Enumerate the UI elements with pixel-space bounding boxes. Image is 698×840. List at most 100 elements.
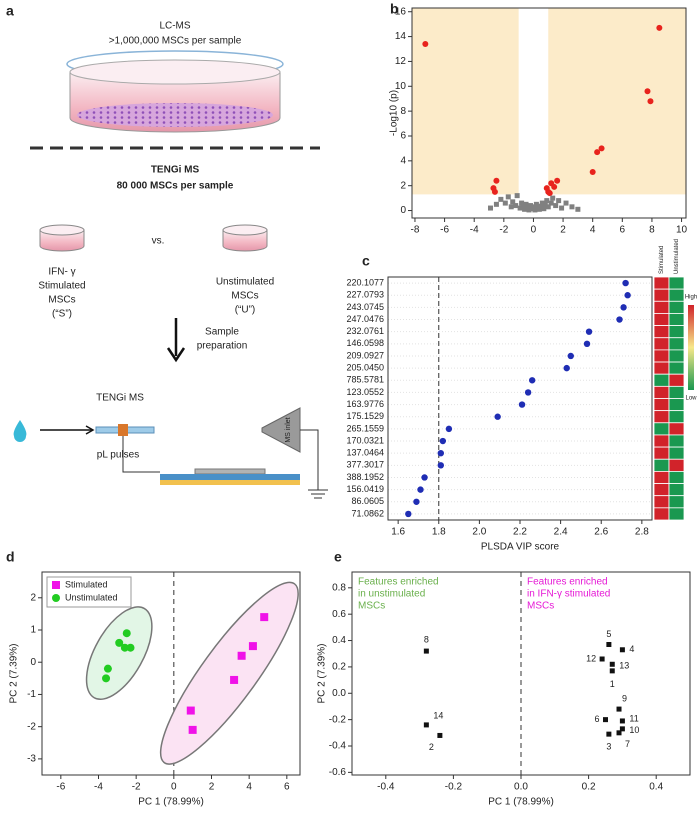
marker — [539, 200, 545, 206]
marker — [248, 642, 257, 651]
heatmap-cell — [653, 434, 670, 448]
marker — [523, 201, 529, 207]
dot — [445, 425, 453, 433]
y-tick-label: 0.8 — [332, 582, 346, 593]
step-label: Sample — [205, 327, 239, 338]
x-tick-label: 8 — [649, 225, 655, 236]
x-tick-label: 4 — [246, 782, 252, 793]
legend-swatch — [52, 594, 60, 602]
marker — [606, 731, 612, 737]
dot — [439, 437, 447, 445]
x-tick-label: 0 — [171, 782, 177, 793]
marker — [563, 200, 569, 206]
dot — [421, 474, 428, 481]
heatmap-cell — [668, 325, 685, 339]
legend-label: Stimulated — [65, 579, 108, 589]
x-tick-label: 2 — [209, 782, 215, 793]
y-tick-label: -3 — [27, 754, 36, 765]
y-tick-label: 6 — [400, 131, 406, 142]
marker — [502, 200, 508, 206]
marker — [230, 675, 239, 684]
x-tick-label: -4 — [94, 782, 103, 793]
marker — [260, 613, 269, 622]
heatmap-cell — [668, 300, 685, 314]
heatmap-cell — [653, 470, 670, 484]
heatmap-cell — [653, 361, 670, 375]
legend: Stimulated Unstimulated — [46, 576, 132, 608]
heatmap-cell — [668, 373, 685, 387]
y-tick-label: 14 — [395, 31, 407, 42]
dot — [528, 377, 536, 384]
marker — [103, 664, 112, 673]
confidence-ellipse — [85, 606, 153, 701]
colorbar-label: Low — [685, 396, 697, 402]
x-tick-label: 0.0 — [514, 782, 528, 793]
category-label: 163.9776 — [346, 399, 384, 409]
marker — [527, 203, 533, 209]
y-tick-label: 2 — [400, 180, 406, 191]
heatmap-cell — [668, 313, 685, 327]
heatmap-cell — [668, 385, 685, 399]
annotation: MSCs — [527, 601, 554, 612]
x-tick-label: -8 — [411, 225, 420, 236]
heatmap-column-label: Stimulated — [659, 246, 665, 274]
pulses-label: pL pulses — [97, 450, 139, 461]
category-label: 377.3017 — [346, 460, 384, 470]
y-tick-label: 16 — [395, 6, 407, 17]
marker — [126, 643, 135, 652]
colorbar — [688, 305, 694, 390]
marker — [619, 647, 625, 653]
x-tick-label: -0.4 — [377, 782, 395, 793]
marker — [542, 202, 548, 208]
marker — [551, 183, 558, 190]
marker — [493, 201, 499, 207]
marker — [546, 190, 553, 197]
marker — [188, 725, 197, 734]
heatmap-cell — [668, 422, 685, 436]
heatmap-cell — [653, 495, 670, 509]
category-label: 170.0321 — [346, 435, 384, 445]
heatmap-cell — [668, 349, 685, 363]
marker — [526, 207, 532, 213]
marker — [553, 203, 559, 209]
heatmap-cell — [653, 373, 670, 387]
point-label: 3 — [606, 742, 611, 752]
panel-letter: c — [362, 253, 370, 269]
category-label: 785.5781 — [346, 375, 384, 385]
x-tick-label: 0.2 — [582, 782, 596, 793]
dot — [437, 462, 444, 469]
dot — [494, 413, 501, 420]
y-tick-label: -2 — [27, 721, 36, 732]
condition-label: MSCs — [231, 291, 258, 302]
dot — [624, 292, 631, 299]
marker — [122, 629, 131, 638]
heatmap-cell — [653, 422, 670, 436]
ground — [308, 489, 328, 499]
marker — [508, 204, 514, 210]
y-tick-label: 0 — [400, 205, 406, 216]
heatmap-cell — [653, 288, 670, 302]
marker — [522, 206, 528, 212]
panel-letter: e — [334, 549, 342, 565]
category-label: 205.0450 — [346, 363, 384, 373]
heatmap-cell — [653, 458, 670, 472]
x-tick-label: 0 — [531, 225, 537, 236]
y-tick-label: -0.2 — [329, 714, 347, 725]
panel-letter: d — [6, 549, 15, 565]
heatmap-cell — [668, 361, 685, 375]
marker — [423, 648, 429, 654]
x-tick-label: 6 — [284, 782, 290, 793]
small-dish — [222, 224, 268, 252]
y-tick-label: 8 — [400, 106, 406, 117]
shaded-region — [548, 8, 686, 195]
marker — [599, 656, 605, 662]
heatmap-cell — [653, 398, 670, 412]
panel-letter: a — [6, 3, 14, 19]
heatmap-column-label: Unstimulated — [674, 239, 680, 274]
marker — [186, 706, 195, 715]
heatmap-cell — [653, 349, 670, 363]
category-label: 209.0927 — [346, 350, 384, 360]
heatmap-cell — [668, 483, 685, 497]
marker — [513, 203, 519, 209]
